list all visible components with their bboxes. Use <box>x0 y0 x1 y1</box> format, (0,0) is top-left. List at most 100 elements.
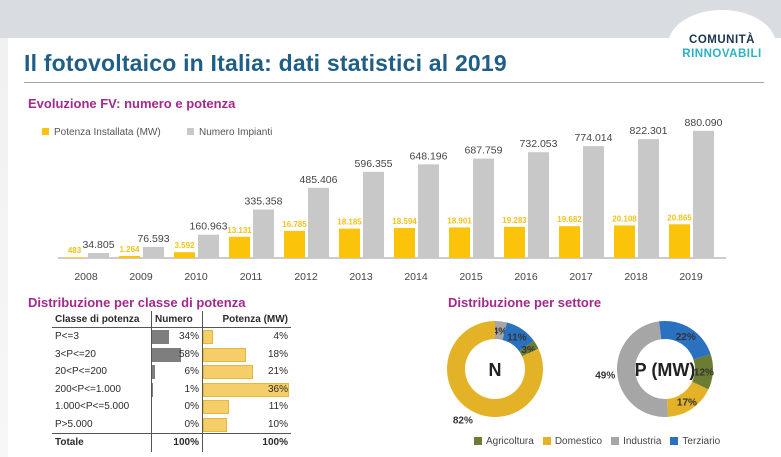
number-cell: 58% <box>151 345 203 363</box>
donut-0-label-domestico: 82% <box>453 416 473 427</box>
x-tick-2019: 2019 <box>679 271 703 283</box>
bar-power-2015 <box>449 227 470 258</box>
logo-line-1: COMUNITÀ <box>689 34 755 46</box>
power-value: 18% <box>267 348 288 360</box>
legend-swatch <box>474 437 482 445</box>
label-power-2019: 20.865 <box>667 213 692 222</box>
donut-1-slice-industria <box>616 321 669 417</box>
label-plants-2011: 335.358 <box>245 196 283 208</box>
label-power-2012: 16.785 <box>282 220 307 229</box>
label-power-2013: 18.185 <box>337 218 362 227</box>
bar-plants-2012 <box>308 187 329 258</box>
sector-legend: Agricoltura Domestico Industria Terziario <box>474 436 729 447</box>
donut-1-slice-domestico <box>666 381 709 417</box>
power-value: 36% <box>267 383 288 395</box>
donut-1-slice-terziario <box>658 321 711 360</box>
x-tick-2016: 2016 <box>514 271 538 283</box>
bar-power-2017 <box>559 226 580 258</box>
bar-plants-2019 <box>693 130 714 258</box>
bar-plants-2010 <box>198 234 219 258</box>
legend-swatch <box>611 437 620 445</box>
x-tick-2010: 2010 <box>184 271 208 283</box>
x-tick-2008: 2008 <box>74 271 98 283</box>
section-title-evolution: Evoluzione FV: numero e potenza <box>28 96 236 111</box>
label-plants-2012: 485.406 <box>300 174 338 186</box>
power-cell: 11% <box>202 398 291 416</box>
label-power-2018: 20.108 <box>612 215 637 224</box>
power-bar <box>203 417 227 432</box>
label-plants-2009: 76.593 <box>137 233 169 245</box>
number-value: 58% <box>178 348 199 360</box>
power-bar <box>203 347 246 362</box>
bar-plants-2013 <box>363 171 384 258</box>
power-cell: 18% <box>202 345 291 363</box>
legend-item-domestico: Domestico <box>542 436 602 447</box>
class-label: 200<P<=1.000 <box>55 383 121 395</box>
power-value: 21% <box>267 366 288 378</box>
bar-chart: Potenza Installata (MW) Numero Impianti 48… <box>42 117 726 283</box>
label-plants-2008: 34.805 <box>82 239 114 251</box>
donut-1-label-domestico: 17% <box>677 397 697 408</box>
column-header-class: Classe di potenza <box>52 311 152 328</box>
bar-power-2019 <box>669 224 690 258</box>
legend-item-terziario: Terziario <box>670 436 720 447</box>
power-value: 4% <box>273 331 288 343</box>
power-cell: 4% <box>202 327 291 346</box>
legend-label: Industria <box>623 436 662 447</box>
legend-swatch-1 <box>187 128 194 135</box>
power-bar <box>203 400 230 414</box>
column-header-number: Numero <box>151 311 203 328</box>
total-power: 100% <box>202 433 291 452</box>
bar-power-2008 <box>64 257 85 258</box>
power-value: 10% <box>267 418 288 430</box>
power-bar <box>203 382 289 397</box>
power-bar <box>203 365 254 379</box>
donut-0-label-terziario: 11% <box>507 333 527 344</box>
bar-plants-2016 <box>528 152 549 258</box>
total-number: 100% <box>151 433 203 452</box>
bar-plants-2011 <box>253 209 274 258</box>
section-title-classes: Distribuzione per classe di potenza <box>28 295 246 310</box>
number-cell: 0% <box>151 398 203 416</box>
label-power-2009: 1.264 <box>119 245 140 254</box>
number-bar <box>152 347 181 362</box>
label-plants-2014: 648.196 <box>410 150 448 162</box>
label-power-2015: 18.901 <box>447 216 472 225</box>
legend-item-industria: Industria <box>611 436 661 447</box>
power-value: 11% <box>268 401 288 413</box>
donut-0-slice-agricoltura <box>519 340 539 357</box>
total-row: Totale 100% 100% <box>52 433 291 452</box>
number-value: 1% <box>184 383 199 395</box>
x-tick-2013: 2013 <box>349 271 373 283</box>
bar-power-2012 <box>284 230 305 258</box>
class-label: 3<P<=20 <box>55 348 96 360</box>
legend-swatch-0 <box>42 128 49 135</box>
number-value: 6% <box>184 366 199 378</box>
bar-plants-2017 <box>583 146 604 258</box>
bar-plants-2015 <box>473 158 494 258</box>
logo-line-2: RINNOVABILI <box>682 48 762 60</box>
label-power-2017: 19.682 <box>557 215 582 224</box>
donut-0-center-label: N <box>489 360 502 380</box>
number-bar <box>152 330 169 344</box>
table-row: P>5.000 0% 10% <box>52 415 291 434</box>
table-row: 20<P<=200 6% 21% <box>52 363 291 381</box>
bar-power-2014 <box>394 227 415 258</box>
x-tick-2011: 2011 <box>240 271 263 283</box>
bar-plants-2014 <box>418 164 439 258</box>
label-power-2010: 3.592 <box>174 241 195 250</box>
number-bar <box>152 365 155 379</box>
legend-label: Terziario <box>682 436 721 447</box>
number-cell: 34% <box>151 327 203 346</box>
x-tick-2009: 2009 <box>129 271 153 283</box>
bar-power-2009 <box>119 255 140 258</box>
label-plants-2019: 880.090 <box>685 117 723 129</box>
legend-swatch <box>670 437 679 445</box>
table-row: P<=3 34% 4% <box>52 327 291 346</box>
class-label: 20<P<=200 <box>55 366 107 378</box>
label-plants-2015: 687.759 <box>465 145 503 157</box>
power-cell: 21% <box>202 363 291 381</box>
label-power-2011: 13.131 <box>227 226 252 235</box>
class-label: P>5.000 <box>55 418 93 430</box>
number-value: 0% <box>184 418 199 430</box>
